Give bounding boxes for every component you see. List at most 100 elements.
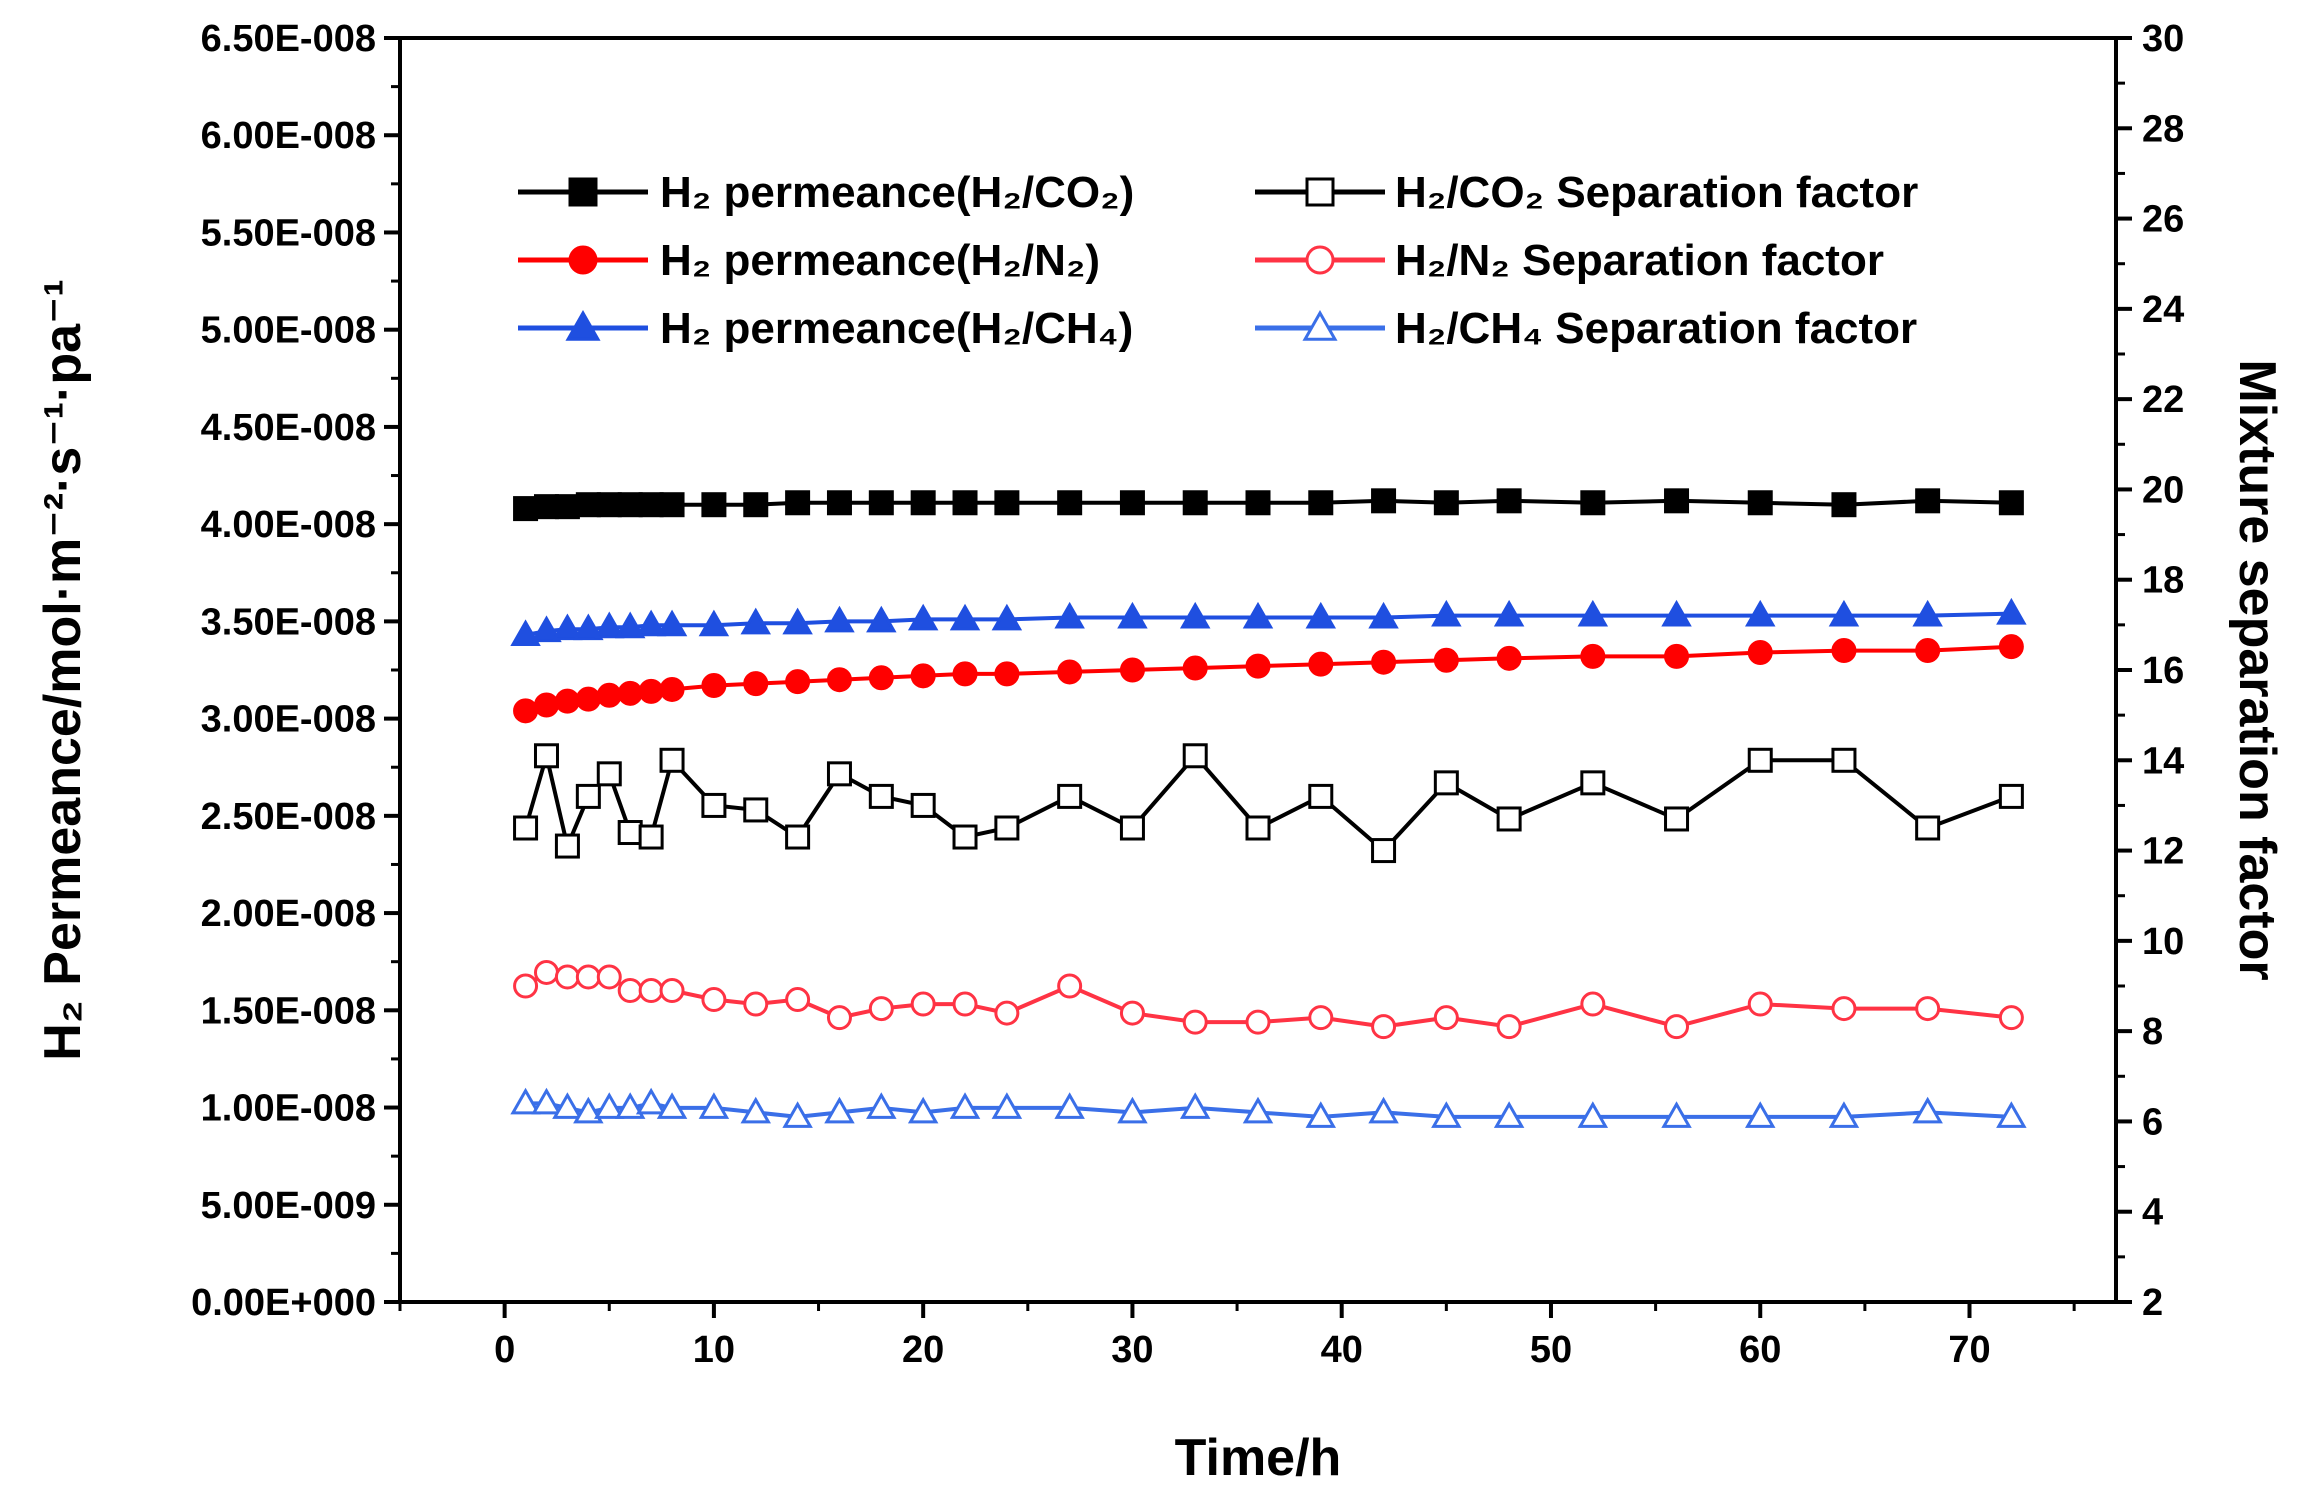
data-point <box>1828 1101 1860 1128</box>
data-point <box>701 792 727 818</box>
data-point <box>659 978 685 1004</box>
data-point <box>1580 991 1606 1017</box>
legend-label: H₂ permeance(H₂/CH₄) <box>660 304 1133 353</box>
data-point <box>1119 1000 1145 1026</box>
data-point <box>1433 770 1459 796</box>
data-point <box>743 492 769 518</box>
data-point <box>533 743 559 769</box>
data-point <box>868 490 894 516</box>
data-point <box>1057 973 1083 999</box>
legend-label: H₂/CH₄ Separation factor <box>1395 304 1917 353</box>
data-point <box>1998 783 2024 809</box>
data-point <box>1996 1101 2027 1128</box>
left-tick-label: 5.50E-008 <box>201 212 376 254</box>
right-tick-label: 16 <box>2142 650 2184 692</box>
data-point <box>994 815 1020 841</box>
data-point <box>1493 1101 1525 1128</box>
left-tick-label: 5.00E-008 <box>201 310 376 352</box>
x-tick-label: 50 <box>1530 1329 1572 1371</box>
data-point <box>1664 643 1690 669</box>
data-point <box>1580 490 1606 516</box>
data-point <box>1054 601 1085 629</box>
left-tick-label: 3.50E-008 <box>201 601 376 643</box>
data-point <box>1577 1101 1609 1128</box>
data-point <box>575 492 601 518</box>
data-point <box>1493 599 1525 627</box>
data-point <box>1664 1014 1690 1040</box>
data-point <box>1371 838 1397 864</box>
data-point <box>866 1092 897 1119</box>
data-point <box>554 964 580 990</box>
right-tick-label: 26 <box>2142 199 2184 241</box>
left-tick-label: 2.50E-008 <box>201 796 376 838</box>
data-point <box>594 611 625 639</box>
data-point <box>1119 815 1145 841</box>
data-point <box>866 605 897 633</box>
data-point <box>740 607 771 635</box>
data-point <box>785 490 811 516</box>
data-point <box>1828 599 1860 627</box>
data-point <box>638 824 664 850</box>
data-point <box>1747 639 1773 665</box>
series-6 <box>510 1087 2027 1128</box>
data-point <box>1433 647 1459 673</box>
data-point <box>552 613 583 641</box>
legend-marker <box>1305 177 1335 207</box>
data-point <box>1368 601 1399 629</box>
data-point <box>638 678 664 704</box>
data-point <box>826 1005 852 1031</box>
data-point <box>1057 783 1083 809</box>
data-point <box>743 671 769 697</box>
data-point <box>701 673 727 699</box>
axes: 0.00E+000 5.00E-009 1.00E-008 1.50E-008 2.00… <box>191 18 2184 1371</box>
data-point <box>596 964 622 990</box>
data-point <box>1308 651 1334 677</box>
left-tick-label: 2.00E-008 <box>201 893 376 935</box>
data-point <box>1747 991 1773 1017</box>
right-tick-label: 28 <box>2142 108 2184 150</box>
data-point <box>1368 1096 1399 1124</box>
data-point <box>1117 1096 1148 1124</box>
data-point <box>617 978 643 1004</box>
left-tick-label: 6.50E-008 <box>201 18 376 60</box>
x-tick-label: 10 <box>693 1329 735 1371</box>
data-point <box>782 607 813 635</box>
data-point <box>994 1000 1020 1026</box>
data-point <box>575 783 601 809</box>
data-point <box>1912 599 1943 627</box>
data-point <box>1661 599 1692 627</box>
data-point <box>656 1092 688 1119</box>
data-point <box>826 761 852 787</box>
right-tick-label: 2 <box>2142 1282 2163 1324</box>
data-point <box>1664 806 1690 832</box>
series-2 <box>513 634 2024 724</box>
data-point <box>510 1087 541 1115</box>
data-point <box>868 996 894 1022</box>
data-point <box>1831 747 1857 773</box>
legend-marker <box>568 245 598 275</box>
data-point <box>617 820 643 846</box>
data-point <box>1182 1009 1208 1035</box>
data-point <box>1245 653 1271 679</box>
data-point <box>1433 490 1459 516</box>
data-point <box>659 676 685 702</box>
data-point <box>614 1092 646 1119</box>
x-tick-label: 30 <box>1111 1329 1153 1371</box>
left-tick-label: 3.00E-008 <box>201 699 376 741</box>
left-tick-label: 0.00E+000 <box>191 1282 376 1324</box>
data-point <box>740 1096 771 1124</box>
data-point <box>533 692 559 718</box>
data-point <box>1580 770 1606 796</box>
data-point <box>1580 643 1606 669</box>
data-point <box>617 680 643 706</box>
right-tick-label: 8 <box>2142 1011 2163 1053</box>
right-axis-label: Mixture separation factor <box>2228 359 2286 980</box>
data-point <box>1054 1092 1085 1119</box>
data-point <box>1245 815 1271 841</box>
data-point <box>533 494 559 520</box>
data-point <box>1915 638 1941 664</box>
right-tick-label: 18 <box>2142 560 2184 602</box>
data-point <box>1431 599 1462 627</box>
data-point <box>949 603 981 631</box>
